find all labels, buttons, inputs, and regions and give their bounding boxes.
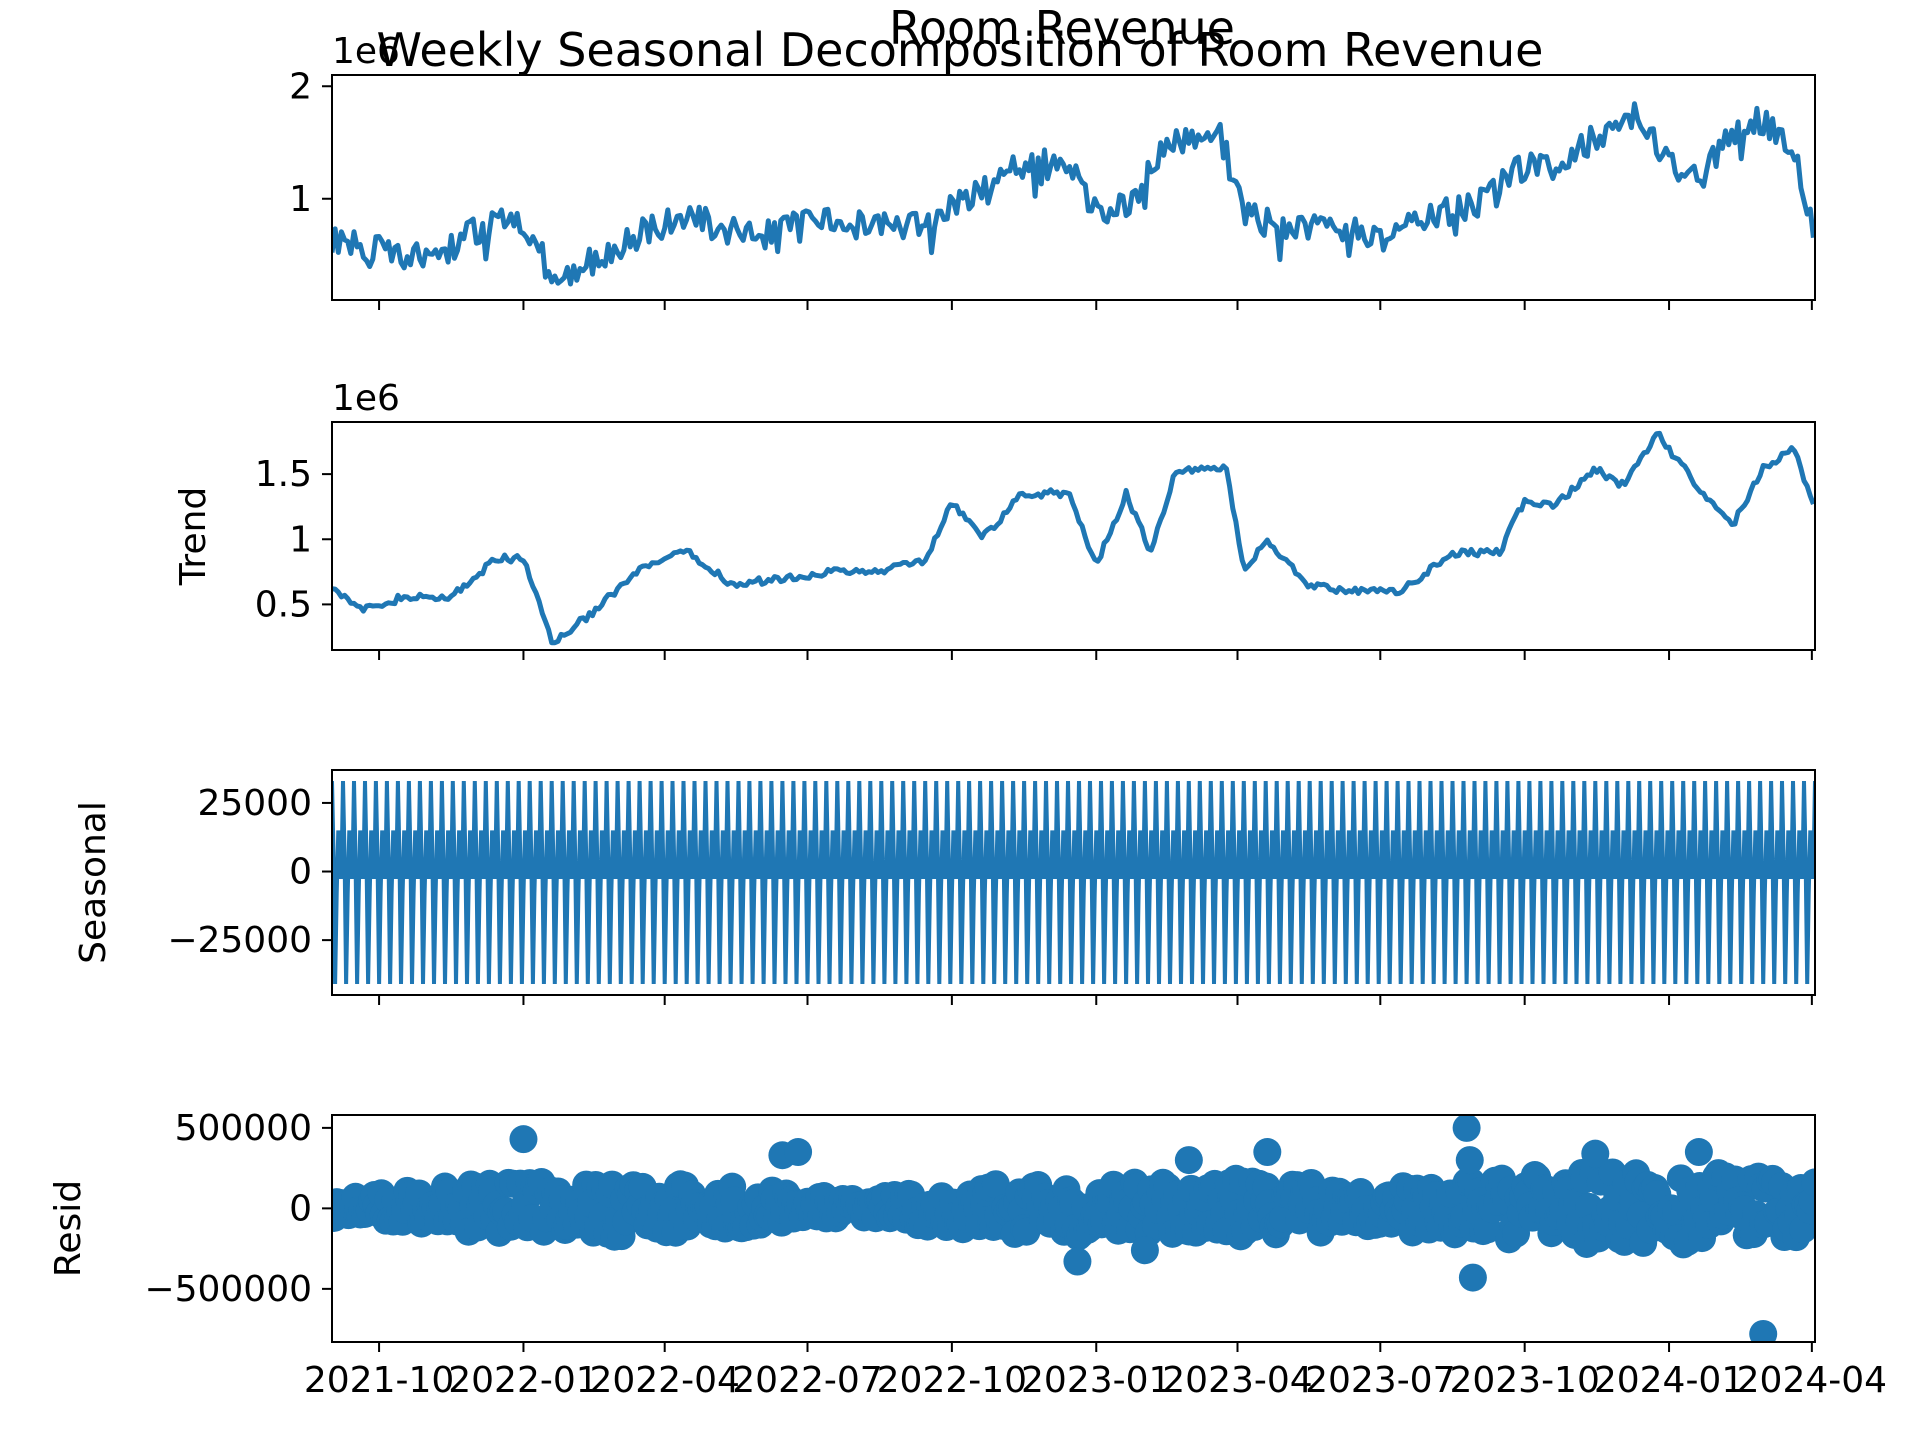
resid-outlier-point xyxy=(1174,1146,1203,1175)
resid-outlier-point xyxy=(1063,1247,1092,1276)
observed-ytick-label: 1 xyxy=(289,179,312,220)
observed-plot-area xyxy=(332,101,1815,287)
resid-outlier-point xyxy=(1458,1263,1487,1292)
xtick-label: 2023-10 xyxy=(1449,1360,1599,1401)
xtick-label: 2022-07 xyxy=(732,1360,882,1401)
trend-ytick-label: 1.5 xyxy=(255,454,312,495)
xtick-label: 2022-04 xyxy=(589,1360,739,1401)
trend-panel: 0.5 1 1.5 Trend 1e6 xyxy=(173,378,1816,660)
seasonal-ylabel: Seasonal xyxy=(73,801,114,964)
resid-outlier-point xyxy=(509,1125,538,1154)
resid-outlier-point xyxy=(1455,1146,1484,1175)
xtick-label: 2023-01 xyxy=(1021,1360,1171,1401)
resid-axes-frame xyxy=(331,1114,1816,1343)
resid-point xyxy=(981,1170,1010,1199)
xtick-label: 2022-01 xyxy=(448,1360,598,1401)
resid-ytick-label: 0 xyxy=(289,1188,312,1229)
xtick-label: 2024-04 xyxy=(1737,1360,1887,1401)
resid-outlier-point xyxy=(1253,1138,1282,1167)
figure-suptitle: Weekly Seasonal Decomposition of Room Re… xyxy=(377,23,1544,77)
resid-plot-area xyxy=(332,1115,1815,1342)
observed-ytick-label: 2 xyxy=(289,66,312,107)
trend-series-line xyxy=(332,430,1815,646)
panels-group: 1 2 1e6 0.5 1 1.5 Trend 1e6 25000 0 −25000 Seasonal… xyxy=(48,31,1887,1401)
resid-panel: 5000000−5000002021-102022-012022-042022-… xyxy=(48,1108,1887,1401)
resid-outlier-point xyxy=(1581,1139,1610,1168)
trend-axes-frame xyxy=(331,421,1816,651)
seasonal-ytick-label: −25000 xyxy=(167,920,312,961)
trend-offset-label: 1e6 xyxy=(332,378,400,419)
resid-outlier-point xyxy=(784,1138,813,1167)
resid-outlier-point xyxy=(1130,1236,1159,1265)
observed-panel: 1 2 1e6 xyxy=(289,31,1816,310)
observed-axes-frame xyxy=(331,74,1816,301)
resid-outlier-point xyxy=(1684,1138,1713,1167)
resid-ytick-label: −500000 xyxy=(144,1269,312,1310)
xtick-label: 2021-10 xyxy=(304,1360,454,1401)
seasonal-panel: 25000 0 −25000 Seasonal xyxy=(73,769,1816,1005)
xtick-label: 2022-10 xyxy=(877,1360,1027,1401)
resid-point xyxy=(1801,1168,1815,1197)
trend-ytick-label: 1 xyxy=(289,519,312,560)
resid-outlier-point xyxy=(1452,1115,1481,1142)
seasonal-axes-frame xyxy=(331,769,1816,996)
resid-ylabel: Resid xyxy=(48,1180,89,1277)
seasonal-plot-area xyxy=(332,780,1815,985)
xtick-label: 2024-01 xyxy=(1594,1360,1744,1401)
observed-panel-title: Room Revenue xyxy=(889,1,1235,55)
seasonal-ytick-label: 0 xyxy=(289,852,312,893)
trend-ylabel: Trend xyxy=(173,487,214,587)
seasonal-series-line xyxy=(332,780,1815,985)
seasonal-ytick-label: 25000 xyxy=(197,783,312,824)
xtick-label: 2023-04 xyxy=(1162,1360,1312,1401)
resid-ytick-label: 500000 xyxy=(175,1108,312,1149)
trend-plot-area xyxy=(332,430,1815,646)
xtick-label: 2023-07 xyxy=(1305,1360,1455,1401)
observed-series-line xyxy=(332,101,1815,287)
resid-outlier-point xyxy=(1749,1319,1778,1342)
observed-offset-label: 1e6 xyxy=(332,31,400,72)
trend-ytick-label: 0.5 xyxy=(255,584,312,625)
